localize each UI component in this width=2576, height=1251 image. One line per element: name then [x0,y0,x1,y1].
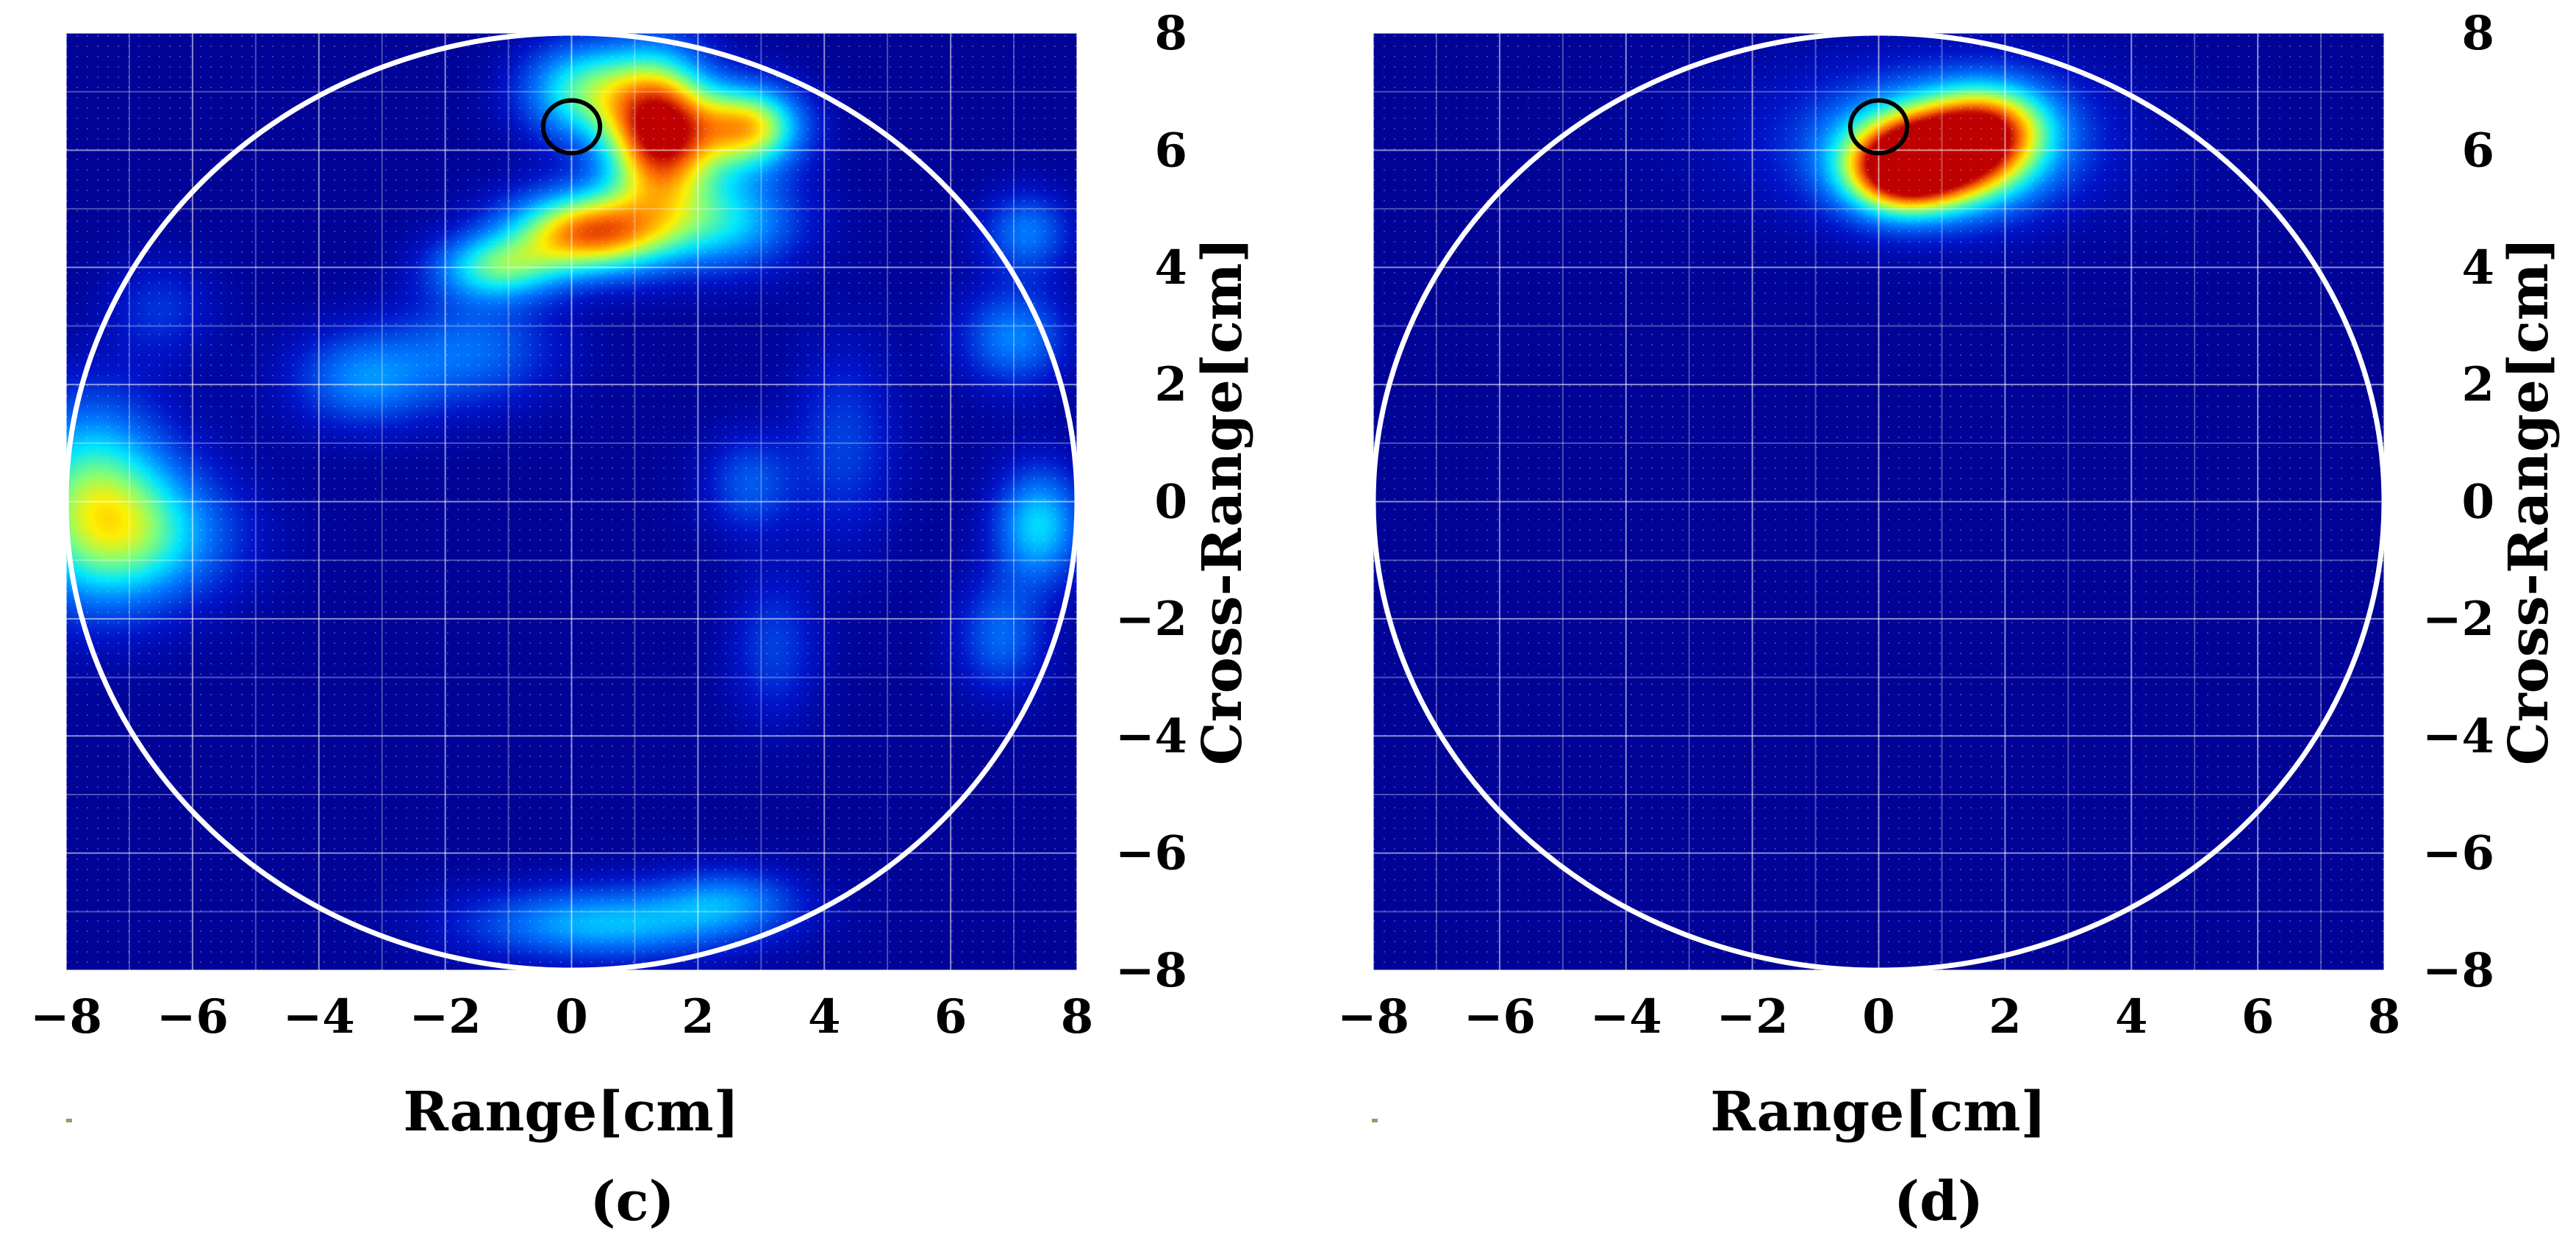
stray-mark-d [1372,1119,1378,1122]
x-tick-label: 6 [2242,989,2275,1044]
target-marker-circle [540,98,603,156]
x-axis-label-c: Range[cm] [403,1080,739,1144]
y-tick-label: 6 [1154,123,1187,178]
y-tick-label: −4 [1115,709,1187,764]
y-tick-label: 6 [2461,123,2494,178]
x-tick-label: −2 [409,989,482,1044]
y-tick-label: 8 [1154,6,1187,61]
y-tick-label: 2 [2461,357,2494,412]
y-tick-label: −6 [1115,826,1187,881]
panel-d: −8 −6 −4 −2 0 2 4 6 8 8 6 4 2 0 −2 −4 −6 −8 Range[cm] Cro… [1337,6,2561,1233]
x-tick-label: −8 [30,989,102,1044]
y-tick-label: −8 [1115,943,1187,998]
panel-label-c: (c) [590,1170,674,1233]
boundary-circle [63,30,1080,973]
y-tick-label: 4 [2461,240,2494,295]
x-tick-label: 4 [2115,989,2148,1044]
y-tick-label: 0 [2461,475,2494,530]
y-tick-label: 0 [1154,475,1187,530]
overlays-d [1370,30,2387,973]
target-marker-circle [1847,98,1910,156]
x-tick-label: −4 [1590,989,1662,1044]
x-tick-label: −2 [1717,989,1789,1044]
x-tick-label: 8 [2368,989,2401,1044]
y-tick-label: 2 [1154,357,1187,412]
x-tick-label: −8 [1337,989,1409,1044]
x-tick-label: 2 [1989,989,2022,1044]
x-tick-label: 8 [1061,989,1094,1044]
x-tick-label: 0 [555,989,588,1044]
x-tick-label: 4 [808,989,841,1044]
panel-c: −8 −6 −4 −2 0 2 4 6 8 8 6 4 2 0 −2 −4 −6 −8 Range[cm] Cro… [30,6,1254,1233]
y-tick-label: −4 [2422,709,2494,764]
y-tick-label: −8 [2422,943,2494,998]
y-tick-label: 8 [2461,6,2494,61]
x-tick-label: 2 [681,989,715,1044]
ticks-c: −8 −6 −4 −2 0 2 4 6 8 8 6 4 2 0 −2 −4 −6 −8 [30,6,1187,1044]
boundary-circle [1370,30,2387,973]
x-tick-label: −6 [157,989,229,1044]
ticks-d: −8 −6 −4 −2 0 2 4 6 8 8 6 4 2 0 −2 −4 −6 −8 [1337,6,2494,1044]
y-axis-label-d: Cross-Range[cm] [2497,237,2561,765]
y-tick-label: −2 [2422,592,2494,647]
x-tick-label: −6 [1464,989,1536,1044]
y-tick-label: −6 [2422,826,2494,881]
x-tick-label: −4 [283,989,355,1044]
y-tick-label: 4 [1154,240,1187,295]
x-tick-label: 6 [934,989,967,1044]
stray-mark-c [66,1119,72,1122]
overlays-c [63,30,1080,973]
panel-label-d: (d) [1894,1170,1983,1233]
x-tick-label: 0 [1862,989,1895,1044]
y-tick-label: −2 [1115,592,1187,647]
y-axis-label-c: Cross-Range[cm] [1191,237,1254,765]
x-axis-label-d: Range[cm] [1710,1080,2046,1144]
